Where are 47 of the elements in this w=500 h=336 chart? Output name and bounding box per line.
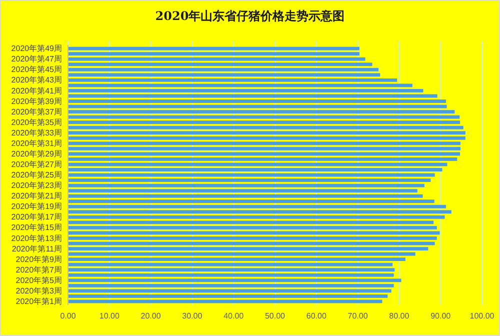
- y-tick-label: 2020年第41周: [11, 86, 62, 96]
- x-tick-label: 90.00: [430, 312, 452, 321]
- y-tick-label: 2020年第21周: [11, 192, 62, 201]
- y-tick-label: 2020年第49周: [11, 44, 62, 54]
- bar: [68, 168, 442, 172]
- bar: [68, 247, 428, 250]
- bar: [68, 178, 431, 182]
- bar: [68, 236, 437, 240]
- x-tick-label: 100.00: [470, 312, 495, 321]
- y-tick-label: 2020年第13周: [11, 234, 62, 243]
- y-tick-label: 2020年第17周: [11, 212, 62, 222]
- y-tick-label: 2020年第35周: [11, 118, 62, 127]
- y-tick-label: 2020年第23周: [11, 181, 62, 190]
- chart-title: 2020年山东省仔猪价格走势示意图: [155, 9, 345, 23]
- bar: [68, 258, 406, 262]
- y-tick-label: 2020年第9周: [16, 254, 62, 264]
- y-tick-label: 2020年第27周: [11, 160, 62, 170]
- bar: [68, 157, 458, 161]
- bar: [68, 100, 446, 103]
- y-tick-label: 2020年第5周: [16, 276, 62, 285]
- bar: [68, 88, 424, 92]
- x-tick-label: 80.00: [389, 312, 410, 321]
- bar: [68, 189, 418, 193]
- y-tick-label: 2020年第33周: [11, 128, 62, 138]
- y-tick-label: 2020年第45周: [11, 65, 62, 74]
- x-tick-label: 50.00: [264, 312, 286, 321]
- y-tick-label: 2020年第39周: [11, 96, 62, 106]
- y-tick-label: 2020年第43周: [11, 76, 62, 85]
- x-tick-label: 70.00: [348, 312, 368, 321]
- x-tick-label: 40.00: [224, 312, 244, 321]
- x-tick-label: 0.00: [60, 312, 76, 321]
- x-tick-label: 60.00: [306, 312, 327, 321]
- x-tick-label: 30.00: [182, 312, 203, 321]
- x-tick-label: 20.00: [140, 312, 162, 321]
- y-tick-label: 2020年第37周: [11, 107, 62, 116]
- y-tick-label: 2020年第19周: [11, 202, 62, 212]
- y-tick-label: 2020年第25周: [11, 170, 62, 180]
- y-tick-label: 2020年第7周: [16, 265, 62, 274]
- y-tick-label: 2020年第15周: [11, 223, 62, 232]
- y-tick-label: 2020年第11周: [12, 244, 62, 254]
- bar: [68, 110, 455, 114]
- y-tick-label: 2020年第1周: [16, 297, 62, 306]
- y-tick-label: 2020年第29周: [11, 149, 62, 158]
- x-tick-label: 10.00: [99, 312, 120, 321]
- y-tick-label: 2020年第3周: [16, 286, 62, 296]
- y-tick-label: 2020年第47周: [11, 54, 62, 64]
- y-tick-label: 2020年第31周: [11, 138, 62, 148]
